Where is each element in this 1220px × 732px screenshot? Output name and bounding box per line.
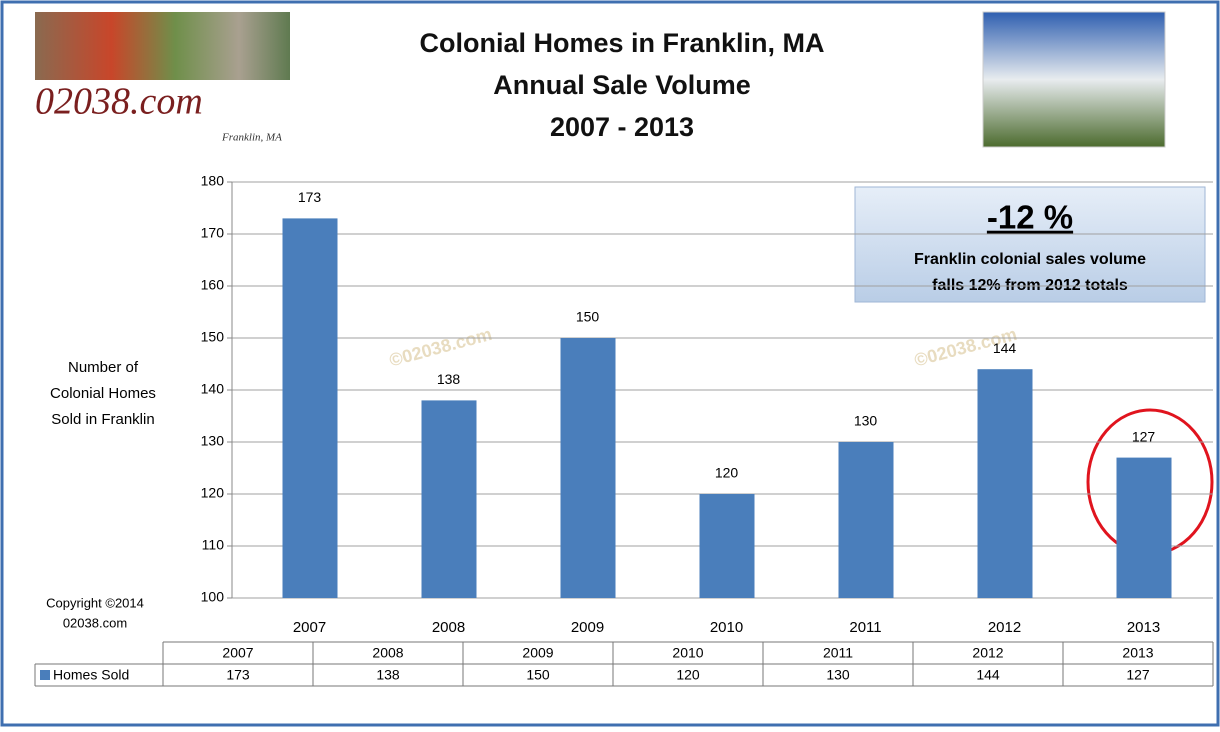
- table-header: 2007: [222, 645, 253, 661]
- house-photo: [982, 11, 1166, 148]
- chart-title: Colonial Homes in Franklin, MA: [419, 28, 824, 58]
- y-axis-label: Sold in Franklin: [51, 411, 154, 428]
- table-value: 127: [1126, 667, 1150, 683]
- table-header: 2013: [1122, 645, 1153, 661]
- table-value: 150: [526, 667, 550, 683]
- y-tick-label: 180: [201, 173, 225, 189]
- table-header: 2009: [522, 645, 553, 661]
- bar: [282, 218, 338, 598]
- bar: [699, 494, 755, 598]
- bar: [421, 400, 477, 598]
- x-tick-label: 2011: [849, 619, 881, 636]
- bar: [838, 442, 894, 598]
- table-header: 2012: [972, 645, 1003, 661]
- logo-sub: Franklin, MA: [221, 132, 282, 144]
- bar: [977, 369, 1033, 598]
- x-tick-label: 2010: [710, 619, 743, 636]
- copyright: 02038.com: [63, 615, 127, 630]
- x-tick-label: 2013: [1127, 619, 1160, 636]
- y-tick-label: 110: [202, 537, 225, 553]
- table-header: 2010: [672, 645, 703, 661]
- y-tick-label: 160: [201, 277, 225, 293]
- x-tick-label: 2008: [432, 619, 465, 636]
- legend-swatch: [40, 670, 50, 680]
- y-tick-label: 120: [201, 485, 225, 501]
- bar: [1116, 457, 1172, 598]
- data-label: 138: [437, 371, 461, 387]
- table-value: 138: [376, 667, 400, 683]
- y-tick-label: 140: [201, 381, 225, 397]
- y-axis-label: Number of: [68, 359, 139, 376]
- bar: [560, 338, 616, 598]
- data-label: 130: [854, 413, 878, 429]
- chart-title: 2007 - 2013: [550, 112, 694, 142]
- x-tick-label: 2012: [988, 619, 1021, 636]
- logo-photos: [35, 12, 290, 80]
- annotation-box: [854, 186, 1206, 303]
- x-tick-label: 2009: [571, 619, 604, 636]
- table-value: 130: [826, 667, 850, 683]
- data-label: 144: [993, 340, 1017, 356]
- y-tick-label: 150: [201, 329, 225, 345]
- y-axis-label: Colonial Homes: [50, 385, 156, 402]
- x-tick-label: 2007: [293, 619, 326, 636]
- table-header: 2011: [823, 645, 853, 661]
- table-value: 144: [976, 667, 1000, 683]
- annotation-text: Franklin colonial sales volume: [914, 251, 1146, 268]
- logo: 02038.com: [35, 81, 203, 123]
- table-value: 120: [676, 667, 700, 683]
- data-label: 127: [1132, 428, 1156, 444]
- data-label: 120: [715, 465, 739, 481]
- y-tick-label: 130: [201, 433, 225, 449]
- chart-title: Annual Sale Volume: [493, 70, 751, 100]
- y-tick-label: 100: [201, 589, 225, 605]
- legend-label: Homes Sold: [53, 667, 129, 683]
- data-label: 150: [576, 309, 600, 325]
- table-header: 2008: [372, 645, 403, 661]
- y-tick-label: 170: [201, 225, 225, 241]
- data-label: 173: [298, 189, 322, 205]
- copyright: Copyright ©2014: [46, 595, 144, 610]
- table-value: 173: [226, 667, 250, 683]
- annotation-headline: -12 %: [987, 199, 1073, 236]
